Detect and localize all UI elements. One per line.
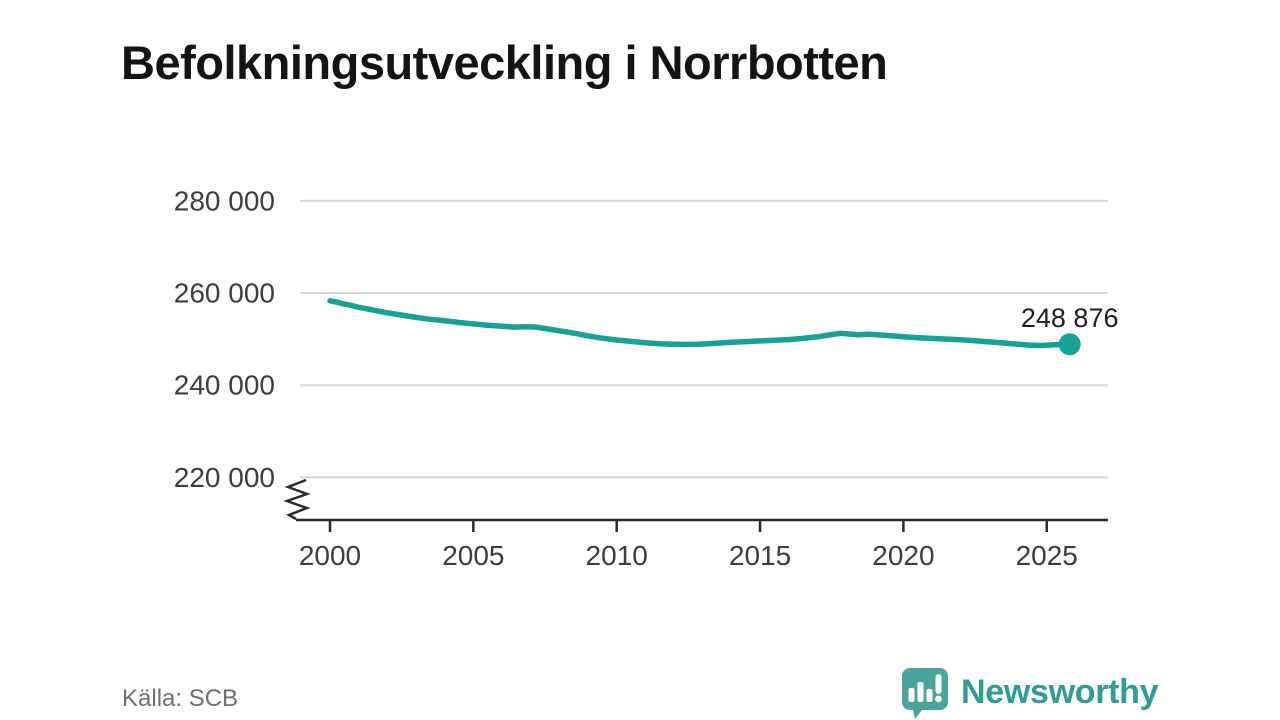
x-axis-tick-label: 2020 xyxy=(872,540,934,571)
y-axis-tick-label: 240 000 xyxy=(174,370,275,401)
source-note: Källa: SCB xyxy=(122,685,239,712)
axis-break-icon xyxy=(283,478,311,521)
y-axis-tick-label: 220 000 xyxy=(174,462,275,493)
x-axis-tick-label: 2010 xyxy=(586,540,648,571)
population-line-series xyxy=(327,298,1073,349)
newsworthy-bar-chart-bubble-icon xyxy=(902,668,948,719)
latest-value-label: 248 876 xyxy=(1021,303,1119,333)
y-axis-tick-label: 280 000 xyxy=(174,185,275,216)
page-title: Befolkningsutveckling i Norrbotten xyxy=(121,36,888,90)
newsworthy-wordmark: Newsworthy xyxy=(961,673,1159,711)
x-axis-tick-label: 2025 xyxy=(1016,540,1078,571)
x-axis-tick-label: 2005 xyxy=(442,540,504,571)
latest-value-dot xyxy=(1058,333,1081,356)
x-axis-tick-label: 2000 xyxy=(299,540,361,571)
y-axis-tick-label: 260 000 xyxy=(174,278,275,309)
x-axis-tick-label: 2015 xyxy=(729,540,791,571)
newsworthy-branding: Newsworthy xyxy=(898,664,1159,720)
